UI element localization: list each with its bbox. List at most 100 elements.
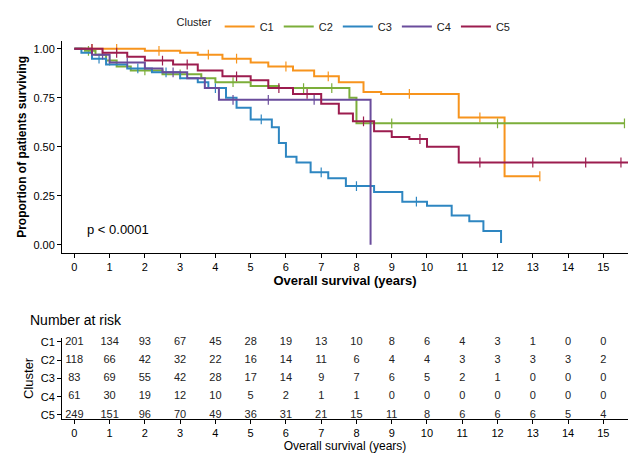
svg-text:11: 11 xyxy=(457,261,468,273)
svg-text:8: 8 xyxy=(424,408,430,420)
svg-text:55: 55 xyxy=(139,371,151,383)
svg-text:118: 118 xyxy=(66,353,84,365)
svg-text:7: 7 xyxy=(318,261,324,273)
svg-text:36: 36 xyxy=(245,408,257,420)
svg-text:22: 22 xyxy=(209,353,221,365)
svg-text:93: 93 xyxy=(139,335,151,347)
svg-text:3: 3 xyxy=(177,427,183,439)
svg-text:6: 6 xyxy=(283,261,289,273)
svg-text:0: 0 xyxy=(565,389,571,401)
svg-text:5: 5 xyxy=(248,389,254,401)
svg-text:0: 0 xyxy=(565,371,571,383)
svg-text:28: 28 xyxy=(245,335,257,347)
svg-text:13: 13 xyxy=(315,335,327,347)
svg-text:11: 11 xyxy=(457,427,468,439)
svg-text:6: 6 xyxy=(353,353,359,365)
svg-text:15: 15 xyxy=(597,261,609,273)
svg-text:6: 6 xyxy=(389,371,395,383)
svg-text:15: 15 xyxy=(350,408,362,420)
svg-text:C3: C3 xyxy=(378,21,392,33)
svg-text:3: 3 xyxy=(494,353,500,365)
svg-text:66: 66 xyxy=(103,353,115,365)
svg-text:42: 42 xyxy=(174,371,186,383)
svg-text:Number at risk: Number at risk xyxy=(30,312,122,328)
svg-text:2: 2 xyxy=(459,371,465,383)
svg-text:134: 134 xyxy=(100,335,118,347)
svg-text:19: 19 xyxy=(280,335,292,347)
svg-text:5: 5 xyxy=(248,427,254,439)
svg-text:1: 1 xyxy=(353,389,359,401)
svg-text:249: 249 xyxy=(65,408,83,420)
svg-text:7: 7 xyxy=(353,371,359,383)
svg-text:6: 6 xyxy=(424,335,430,347)
svg-text:1: 1 xyxy=(494,371,500,383)
svg-text:12: 12 xyxy=(491,427,503,439)
svg-text:83: 83 xyxy=(68,371,80,383)
svg-text:1: 1 xyxy=(107,261,113,273)
svg-text:0: 0 xyxy=(389,389,395,401)
svg-text:0.75: 0.75 xyxy=(33,92,54,104)
svg-text:0: 0 xyxy=(494,389,500,401)
svg-text:Overall survival (years): Overall survival (years) xyxy=(273,273,416,288)
svg-text:0.50: 0.50 xyxy=(33,141,54,153)
svg-text:11: 11 xyxy=(315,353,326,365)
svg-text:3: 3 xyxy=(177,261,183,273)
svg-text:14: 14 xyxy=(280,353,292,365)
svg-text:4: 4 xyxy=(212,261,218,273)
svg-text:0.00: 0.00 xyxy=(33,239,54,251)
svg-text:14: 14 xyxy=(280,371,292,383)
svg-text:Overall survival (years): Overall survival (years) xyxy=(284,439,407,453)
svg-text:4: 4 xyxy=(424,353,430,365)
svg-text:5: 5 xyxy=(248,261,254,273)
svg-text:2: 2 xyxy=(283,389,289,401)
svg-text:201: 201 xyxy=(65,335,83,347)
svg-text:8: 8 xyxy=(353,261,359,273)
svg-text:C3: C3 xyxy=(41,372,55,384)
svg-text:C5: C5 xyxy=(41,409,55,421)
svg-text:61: 61 xyxy=(68,389,80,401)
svg-text:2: 2 xyxy=(142,427,148,439)
svg-text:10: 10 xyxy=(209,389,221,401)
svg-text:0: 0 xyxy=(565,335,571,347)
svg-text:31: 31 xyxy=(280,408,292,420)
svg-text:1: 1 xyxy=(318,389,324,401)
svg-text:9: 9 xyxy=(389,427,395,439)
svg-text:151: 151 xyxy=(100,408,118,420)
svg-text:6: 6 xyxy=(283,427,289,439)
svg-text:8: 8 xyxy=(353,427,359,439)
svg-text:0: 0 xyxy=(530,389,536,401)
svg-text:C4: C4 xyxy=(41,391,55,403)
svg-text:8: 8 xyxy=(389,335,395,347)
svg-text:12: 12 xyxy=(174,389,186,401)
svg-text:16: 16 xyxy=(245,353,257,365)
svg-text:10: 10 xyxy=(421,427,433,439)
svg-text:0: 0 xyxy=(71,261,77,273)
svg-text:1: 1 xyxy=(107,427,113,439)
svg-text:4: 4 xyxy=(389,353,395,365)
svg-text:Cluster: Cluster xyxy=(21,357,36,399)
svg-text:5: 5 xyxy=(565,408,571,420)
svg-text:14: 14 xyxy=(562,261,574,273)
svg-text:17: 17 xyxy=(245,371,257,383)
svg-text:10: 10 xyxy=(421,261,433,273)
svg-text:1: 1 xyxy=(530,335,536,347)
svg-text:2: 2 xyxy=(142,261,148,273)
svg-text:C4: C4 xyxy=(437,21,451,33)
svg-text:4: 4 xyxy=(459,335,465,347)
svg-text:11: 11 xyxy=(386,408,397,420)
svg-text:0: 0 xyxy=(424,389,430,401)
svg-text:9: 9 xyxy=(318,371,324,383)
svg-text:Proportion of patients survivi: Proportion of patients surviving xyxy=(15,56,29,238)
svg-text:3: 3 xyxy=(565,353,571,365)
svg-text:4: 4 xyxy=(600,408,606,420)
svg-text:p < 0.0001: p < 0.0001 xyxy=(87,222,149,237)
svg-text:42: 42 xyxy=(139,353,151,365)
svg-text:49: 49 xyxy=(209,408,221,420)
svg-text:C1: C1 xyxy=(41,336,55,348)
svg-text:14: 14 xyxy=(562,427,574,439)
svg-text:32: 32 xyxy=(174,353,186,365)
svg-text:21: 21 xyxy=(315,408,327,420)
svg-text:2: 2 xyxy=(600,353,606,365)
svg-text:C1: C1 xyxy=(260,21,274,33)
svg-text:3: 3 xyxy=(530,353,536,365)
